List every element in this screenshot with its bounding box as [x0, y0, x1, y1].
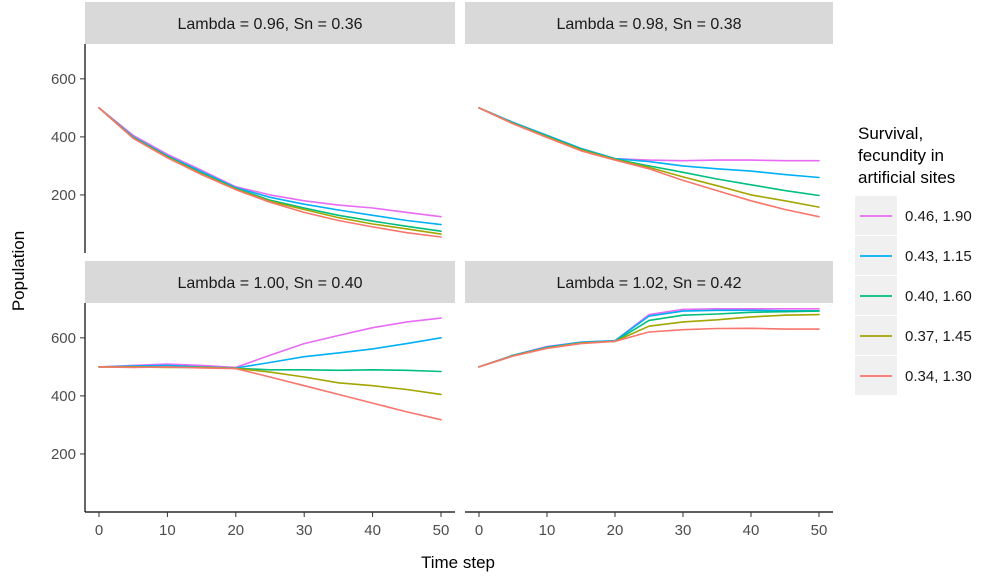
x-tick-label: 20 — [227, 522, 244, 539]
series-line — [98, 107, 442, 226]
x-tick-label: 20 — [607, 522, 624, 539]
y-tick-label: 400 — [51, 129, 76, 146]
facet-title: Lambda = 1.02, Sn = 0.42 — [556, 275, 741, 292]
x-axis-title: Time step — [421, 553, 495, 572]
legend-label: 0.43, 1.15 — [905, 248, 972, 265]
legend: Survival, fecundity in artificial sites 0.4… — [855, 124, 972, 395]
series-line — [98, 337, 442, 369]
series-line — [478, 309, 820, 368]
series-line — [98, 107, 442, 238]
y-axis-title: Population — [9, 231, 28, 311]
y-tick-label: 200 — [51, 446, 76, 463]
series-line — [98, 366, 442, 421]
series-line — [478, 308, 820, 368]
legend-title: fecundity in — [858, 146, 944, 165]
x-tick-label: 50 — [433, 522, 450, 539]
y-tick-label: 600 — [51, 71, 76, 88]
series-line — [478, 313, 820, 368]
series-line — [478, 107, 820, 208]
y-tick-label: 600 — [51, 330, 76, 347]
legend-title: artificial sites — [858, 168, 955, 187]
series-line — [478, 310, 820, 368]
facet-title: Lambda = 0.98, Sn = 0.38 — [556, 16, 741, 33]
y-tick-label: 400 — [51, 388, 76, 405]
panel: Lambda = 0.98, Sn = 0.38 — [465, 2, 833, 218]
facet-strip — [85, 2, 455, 44]
legend-label: 0.40, 1.60 — [905, 288, 972, 305]
series-line — [98, 107, 442, 218]
x-tick-label: 10 — [539, 522, 556, 539]
facet-strip — [465, 2, 833, 44]
x-tick-label: 50 — [811, 522, 828, 539]
legend-label: 0.46, 1.90 — [905, 208, 972, 225]
series-line — [478, 107, 820, 197]
series-line — [98, 107, 442, 235]
series-line — [478, 327, 820, 368]
x-tick-label: 40 — [364, 522, 381, 539]
y-tick-label: 200 — [51, 187, 76, 204]
facet-title: Lambda = 0.96, Sn = 0.36 — [177, 16, 362, 33]
x-tick-label: 0 — [475, 522, 483, 539]
facet-strip — [85, 261, 455, 303]
series-line — [478, 107, 820, 162]
legend-label: 0.34, 1.30 — [905, 368, 972, 385]
x-tick-label: 40 — [743, 522, 760, 539]
series-line — [98, 317, 442, 369]
facet-strip — [465, 261, 833, 303]
x-tick-label: 10 — [159, 522, 176, 539]
x-tick-label: 0 — [95, 522, 103, 539]
panel: Lambda = 1.02, Sn = 0.42 — [465, 261, 833, 368]
legend-label: 0.37, 1.45 — [905, 328, 972, 345]
legend-title: Survival, — [858, 124, 923, 143]
axes: 200 400 600 200 400 600 0 10 20 30 40 50 0 10 20 30 40 50 — [51, 44, 833, 539]
series-line — [98, 366, 442, 396]
series-line — [478, 107, 820, 218]
panel: Lambda = 1.00, Sn = 0.40 — [85, 261, 455, 421]
x-tick-label: 30 — [296, 522, 313, 539]
series-line — [98, 107, 442, 232]
panel: Lambda = 0.96, Sn = 0.36 — [85, 2, 455, 238]
x-tick-label: 30 — [675, 522, 692, 539]
facet-title: Lambda = 1.00, Sn = 0.40 — [177, 275, 362, 292]
panels: Lambda = 0.96, Sn = 0.36 Lambda = 0.98, S… — [85, 2, 833, 421]
